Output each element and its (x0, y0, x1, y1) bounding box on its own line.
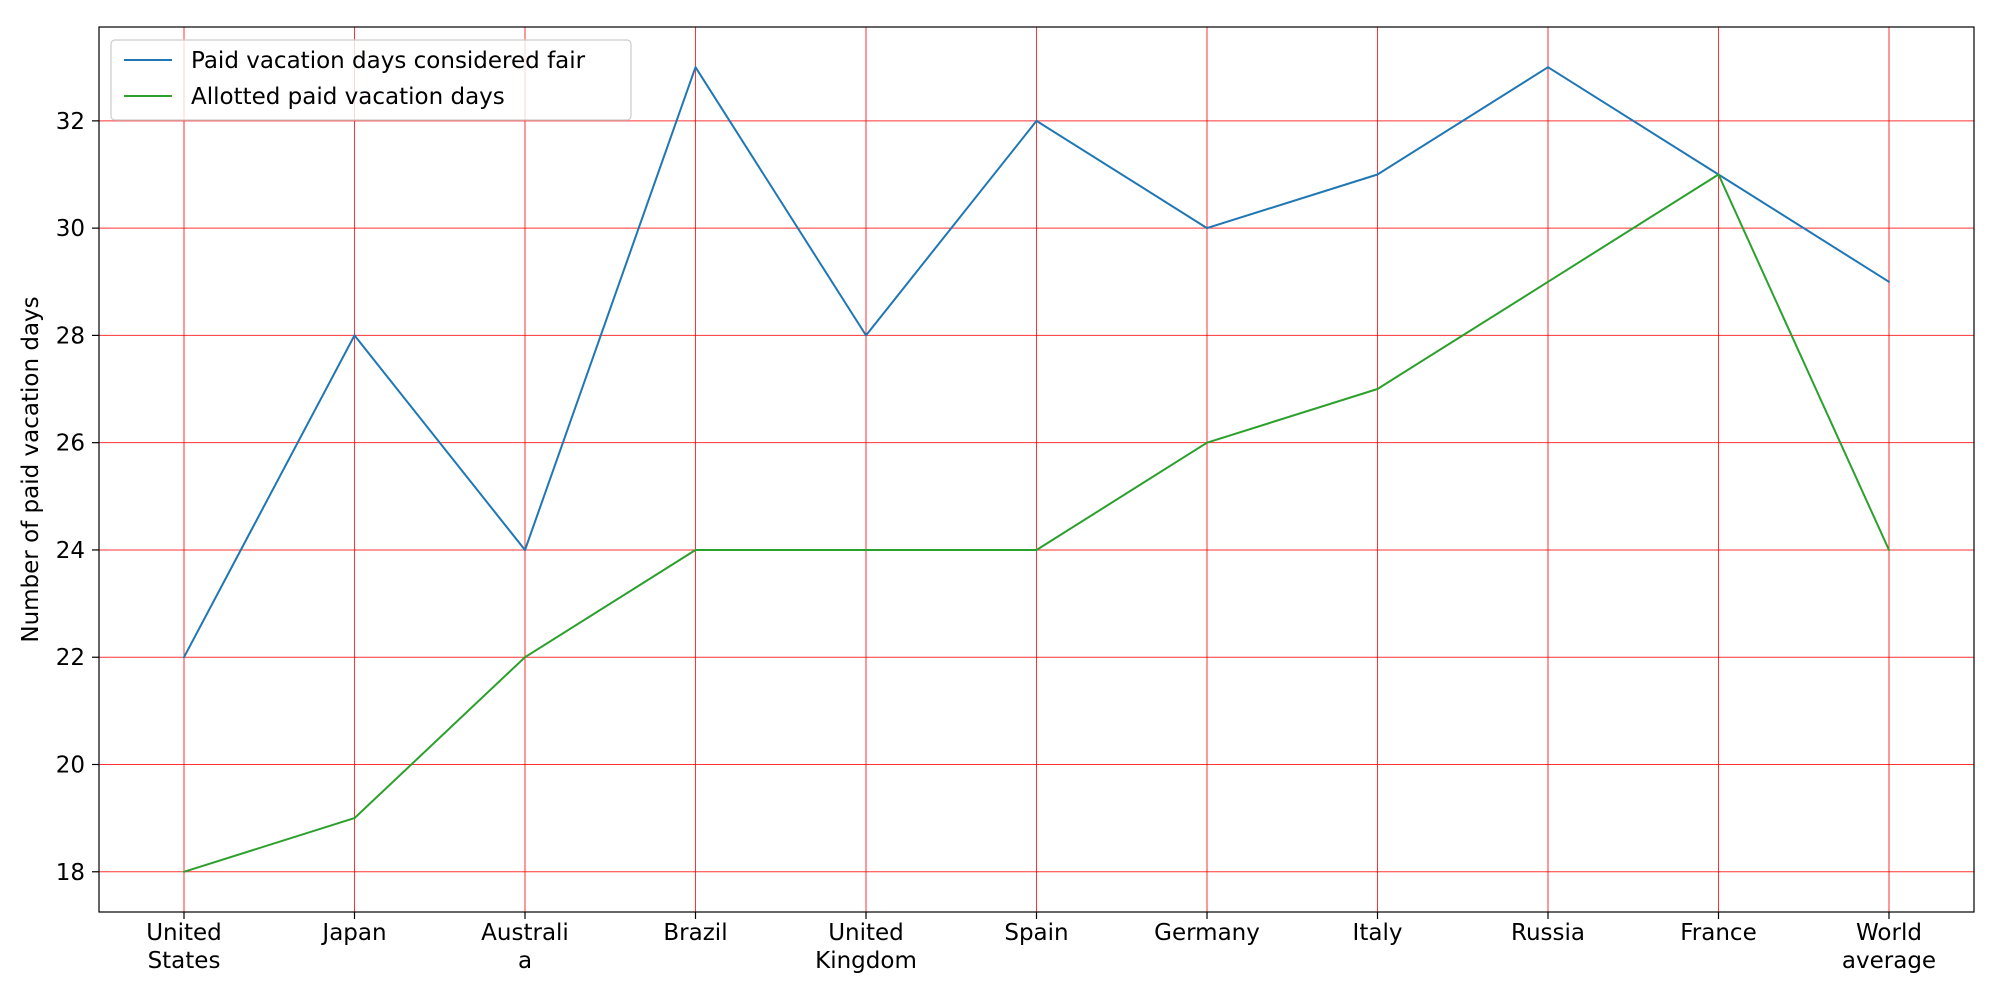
data-point (1376, 388, 1379, 391)
data-point (1888, 548, 1890, 551)
legend-box (110, 39, 632, 121)
x-tick-label: World average (1842, 920, 1936, 974)
data-point (1376, 173, 1379, 176)
legend: Paid vacation days considered fair Allot… (110, 39, 632, 121)
data-point (183, 656, 185, 659)
x-tick-label: Spain (1004, 920, 1068, 946)
data-point (1547, 280, 1549, 283)
y-tick-label: 28 (56, 323, 85, 349)
data-point (1206, 441, 1208, 444)
y-tick-label: 20 (56, 753, 85, 779)
data-point (1547, 66, 1549, 69)
y-tick-label: 22 (56, 645, 85, 671)
x-tick-label: United Kingdom (815, 920, 917, 974)
x-tick-label: Russia (1511, 920, 1585, 946)
y-axis-label: Number of paid vacation days (18, 296, 44, 642)
data-point (1717, 173, 1720, 176)
data-point (694, 548, 697, 551)
data-point (1206, 227, 1208, 230)
data-point (1035, 119, 1038, 122)
x-tick-label: Germany (1154, 920, 1260, 946)
data-point (865, 334, 867, 337)
legend-label-allotted: Allotted paid vacation days (191, 84, 505, 110)
axis-ticks: United States Japan Australi a Brazil United Ki… (56, 109, 1936, 974)
y-tick-label: 18 (56, 860, 85, 886)
x-tick-label: Australi a (481, 920, 569, 974)
x-tick-label: Brazil (663, 920, 727, 946)
data-point (353, 817, 356, 820)
y-tick-label: 32 (56, 109, 85, 135)
data-point (524, 656, 526, 659)
data-point (694, 66, 697, 69)
x-tick-label: United States (146, 920, 222, 974)
data-point (524, 548, 526, 551)
y-tick-label: 24 (56, 538, 85, 564)
y-tick-label: 30 (56, 216, 85, 242)
data-point (353, 334, 356, 337)
x-tick-label: Japan (320, 920, 386, 946)
data-point (865, 548, 867, 551)
series-lines (183, 66, 1890, 873)
x-tick-label: France (1680, 920, 1756, 946)
x-tick-label: Italy (1353, 920, 1403, 946)
data-point (183, 870, 185, 873)
legend-label-fair: Paid vacation days considered fair (191, 48, 586, 74)
y-tick-label: 26 (56, 431, 85, 457)
grid (99, 27, 1974, 912)
data-point (1888, 280, 1890, 283)
data-point (1035, 548, 1038, 551)
